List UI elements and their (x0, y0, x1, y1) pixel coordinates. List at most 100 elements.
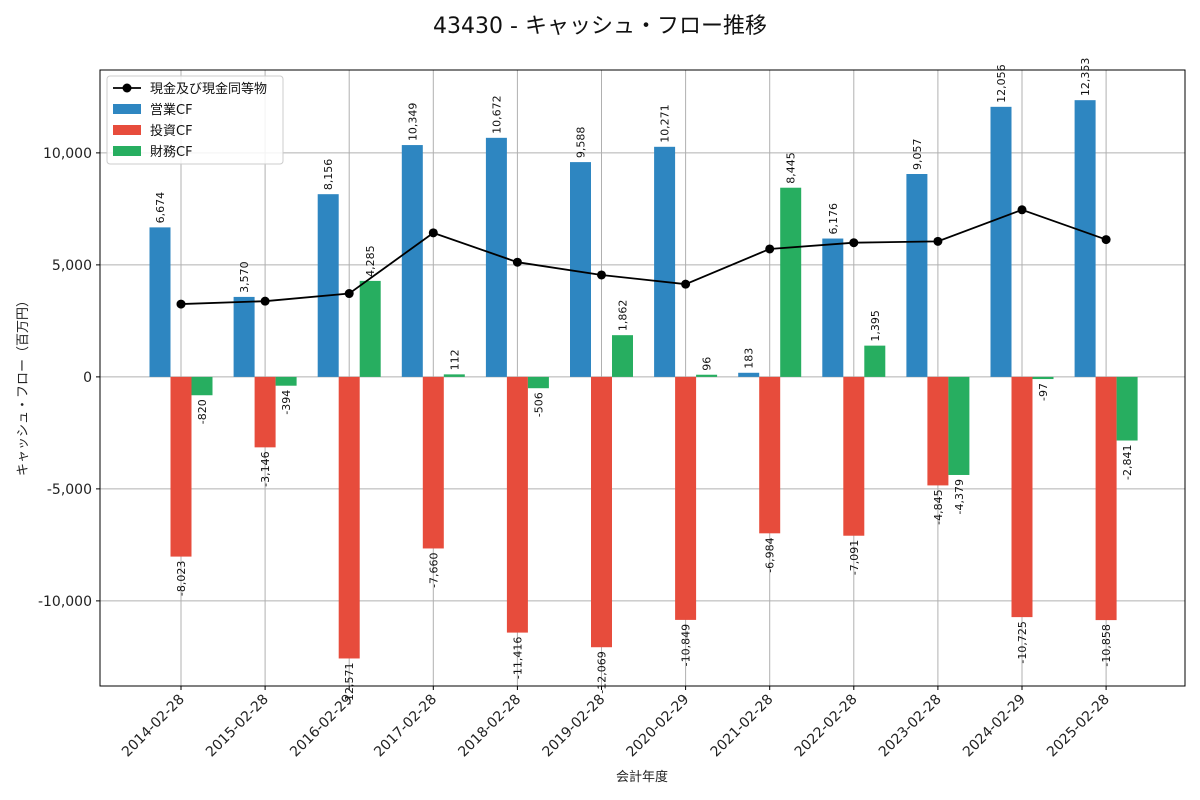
bar-0 (906, 174, 928, 377)
bar-value-label: 9,588 (575, 127, 588, 159)
bar-value-label: 9,057 (911, 139, 924, 171)
bar-0 (822, 238, 844, 377)
legend-entry-label: 投資CF (150, 123, 193, 139)
bar-value-label: -8,023 (175, 561, 188, 596)
bar-value-label: 4,285 (364, 245, 377, 277)
bar-1 (675, 376, 697, 620)
y-tick-label: 0 (83, 370, 92, 386)
bar-2 (275, 376, 297, 386)
legend-entry-label: 営業CF (150, 102, 193, 118)
bar-value-label: 8,445 (785, 152, 798, 184)
bar-0 (485, 137, 507, 377)
bar-2 (948, 376, 970, 475)
bar-value-label: -4,845 (932, 489, 945, 524)
bar-value-label: 6,674 (154, 192, 167, 224)
bar-value-label: 1,862 (617, 300, 630, 332)
legend-bar-swatch (113, 125, 141, 135)
y-tick-label: -10,000 (38, 594, 92, 610)
bar-0 (990, 106, 1012, 377)
bar-1 (506, 376, 528, 633)
bar-0 (738, 372, 760, 377)
y-tick-label: -5,000 (47, 482, 92, 498)
bar-1 (927, 376, 949, 486)
cash-balance-point (428, 228, 438, 238)
bar-value-label: -820 (196, 399, 209, 424)
cash-balance-point (260, 296, 270, 306)
bar-0 (149, 227, 171, 377)
bar-value-label: 112 (448, 349, 461, 370)
bar-1 (591, 376, 612, 648)
cash-balance-point (1017, 205, 1027, 215)
bar-value-label: -10,725 (1016, 621, 1029, 663)
bar-value-label: -97 (1037, 383, 1050, 401)
bar-value-label: 1,395 (869, 310, 882, 342)
bar-2 (864, 345, 886, 377)
x-axis-label: 会計年度 (616, 769, 668, 785)
bar-value-label: -12,069 (596, 651, 609, 693)
bar-value-label: -11,416 (511, 637, 524, 679)
bar-value-label: 10,672 (490, 95, 503, 134)
bar-value-label: 12,056 (995, 64, 1008, 103)
cash-balance-point (849, 238, 859, 248)
bar-value-label: -4,379 (953, 479, 966, 514)
bar-value-label: -7,660 (427, 552, 440, 587)
bar-value-label: 10,349 (406, 103, 419, 142)
bar-2 (191, 376, 213, 396)
bar-2 (612, 335, 633, 377)
bar-1 (1011, 376, 1033, 618)
bar-2 (443, 374, 465, 377)
legend-entry-label: 現金及び現金同等物 (150, 81, 267, 97)
bar-1 (170, 376, 192, 557)
bar-value-label: 12,353 (1079, 58, 1092, 97)
bar-1 (422, 376, 444, 549)
bar-0 (317, 194, 339, 377)
chart-title: 43430 - キャッシュ・フロー推移 (433, 14, 767, 39)
bar-value-label: -10,849 (680, 624, 693, 666)
bar-value-label: -2,841 (1121, 445, 1134, 480)
bar-2 (1032, 376, 1054, 380)
cash-balance-point (512, 257, 522, 267)
bar-1 (843, 376, 865, 536)
bar-value-label: -3,146 (259, 451, 272, 486)
bar-value-label: 3,570 (238, 261, 251, 293)
legend-bar-swatch (113, 146, 141, 156)
y-tick-label: 10,000 (43, 146, 92, 162)
bar-value-label: 10,271 (659, 104, 672, 143)
bar-value-label: -7,091 (848, 540, 861, 575)
y-axis-label: キャッシュ・フロー（百万円） (16, 294, 31, 476)
bar-value-label: 183 (743, 348, 756, 369)
cash-balance-point (176, 299, 186, 309)
legend-marker (122, 83, 132, 93)
bar-1 (759, 376, 781, 534)
bar-2 (696, 374, 718, 377)
bar-2 (359, 280, 381, 377)
bar-value-label: -6,984 (764, 537, 777, 572)
bar-2 (527, 376, 549, 389)
cash-balance-point (1101, 235, 1111, 245)
bar-0 (654, 146, 676, 377)
bar-value-label: -506 (532, 392, 545, 417)
cash-balance-point (681, 279, 691, 289)
plot-area-frame (99, 69, 1186, 687)
legend-entry-label: 財務CF (150, 145, 193, 160)
bar-value-label: 6,176 (827, 203, 840, 235)
bar-0 (401, 145, 423, 377)
legend-bar-swatch (113, 104, 141, 114)
bar-0 (1074, 100, 1096, 377)
bar-2 (780, 187, 802, 377)
bar-value-label: 8,156 (322, 159, 335, 191)
cash-balance-point (765, 244, 775, 254)
bar-1 (254, 376, 276, 448)
cash-balance-point (933, 236, 943, 246)
bar-value-label: -12,571 (343, 662, 356, 704)
y-tick-label: 5,000 (52, 258, 92, 274)
cash-balance-line (180, 208, 1107, 305)
bar-value-label: -10,858 (1100, 624, 1113, 666)
bar-1 (338, 376, 360, 659)
bar-2 (1116, 376, 1138, 441)
bar-value-label: -394 (280, 390, 293, 415)
bar-value-label: 96 (701, 357, 714, 371)
cash-balance-point (344, 289, 354, 299)
